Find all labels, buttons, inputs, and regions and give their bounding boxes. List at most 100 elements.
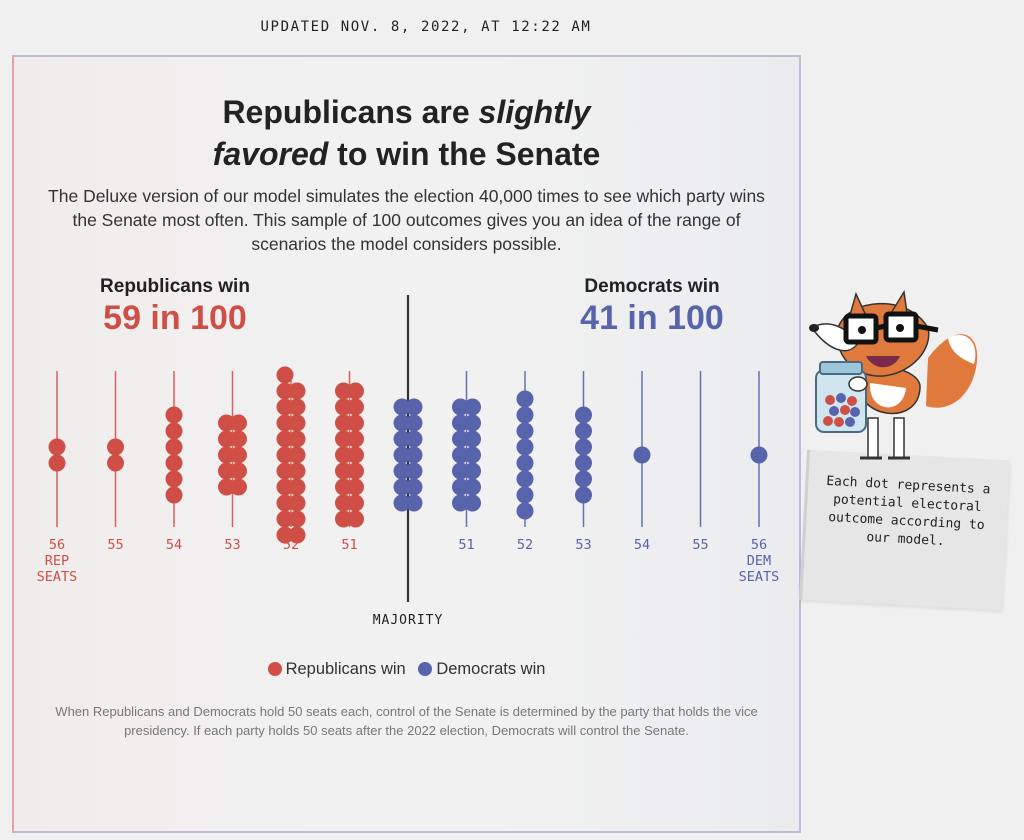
outcome-dot: [276, 430, 294, 448]
outcome-dot: [393, 446, 411, 464]
outcome-dot: [165, 454, 183, 472]
forecast-card: Republicans are slightly favored to win …: [12, 55, 801, 833]
outcome-dot: [288, 382, 306, 400]
outcome-dot: [452, 462, 469, 480]
outcome-dot: [516, 438, 534, 456]
outcome-dot: [516, 422, 534, 440]
outcome-dot: [405, 430, 423, 448]
outcome-dot: [288, 398, 306, 416]
outcome-dot: [335, 382, 352, 400]
sticky-note: Each dot represents a potential electora…: [799, 449, 1010, 611]
tick-sublabel-dem: DEM: [747, 553, 771, 569]
outcome-dot: [288, 478, 306, 496]
outcome-dot: [464, 478, 481, 496]
dem-win-label: Democrats win: [584, 276, 720, 297]
outcome-dot: [276, 398, 294, 416]
outcome-dot: [575, 422, 592, 440]
title-italic-2: favored: [212, 136, 329, 172]
outcome-dot: [464, 446, 481, 464]
outcome-dot: [464, 398, 481, 416]
outcome-dot: [218, 462, 235, 480]
outcome-dot: [288, 510, 306, 528]
outcome-dot: [276, 382, 294, 400]
description: The Deluxe version of our model simulate…: [48, 186, 765, 254]
outcome-dot: [393, 414, 411, 432]
outcome-dot: [452, 414, 469, 432]
outcome-dot: [335, 398, 352, 416]
outcome-dot: [165, 486, 183, 504]
outcome-dot: [276, 414, 294, 432]
outcome-dot: [750, 446, 768, 464]
outcome-dot: [288, 414, 306, 432]
outcome-dot: [405, 462, 423, 480]
outcome-dot: [516, 502, 534, 520]
outcome-dot: [218, 414, 235, 432]
tick-label-rep-53: 53: [224, 537, 240, 553]
outcome-dot: [347, 430, 364, 448]
outcome-dot: [405, 446, 423, 464]
outcome-dot: [276, 478, 294, 496]
outcome-dot: [464, 414, 481, 432]
tick-sublabel-rep: SEATS: [37, 569, 78, 585]
outcome-dot: [335, 510, 352, 528]
outcome-dot: [393, 398, 411, 416]
legend-label-dem: Democrats win: [436, 660, 546, 678]
footnote: When Republicans and Democrats hold 50 s…: [55, 704, 758, 738]
legend-item-dem: Democrats win: [418, 660, 545, 679]
outcome-dot: [347, 398, 364, 416]
tick-sublabel-rep: REP: [45, 553, 69, 569]
outcome-dot: [276, 494, 294, 512]
tick-label-dem-51: 51: [458, 537, 474, 553]
outcome-dot: [218, 446, 235, 464]
outcome-dot: [464, 462, 481, 480]
outcome-dot: [276, 526, 294, 544]
outcome-dot: [347, 446, 364, 464]
outcome-dot: [405, 494, 423, 512]
title-italic-1: slightly: [478, 94, 591, 130]
outcome-dot: [230, 478, 247, 496]
outcome-dot: [575, 486, 592, 504]
outcome-dot: [288, 526, 306, 544]
outcome-dot: [335, 478, 352, 496]
title-part-1: Republicans are: [222, 94, 479, 130]
outcome-dot: [464, 494, 481, 512]
fox-mascot-icon: [809, 289, 978, 460]
outcome-dot: [230, 462, 247, 480]
outcome-dot: [347, 382, 364, 400]
majority-label: MAJORITY: [373, 613, 444, 628]
outcome-dot: [452, 478, 469, 496]
outcome-dot: [335, 430, 352, 448]
tick-label-dem-53: 53: [575, 537, 591, 553]
legend: Republicans win Democrats win: [14, 660, 799, 679]
outcome-dot: [347, 494, 364, 512]
outcome-dot: [288, 430, 306, 448]
tick-label-rep-55: 55: [107, 537, 123, 553]
outcome-dot: [288, 494, 306, 512]
page-title: Republicans are slightly favored to win …: [14, 91, 799, 175]
outcome-dot: [347, 462, 364, 480]
outcome-dot: [452, 430, 469, 448]
outcome-dot: [335, 414, 352, 432]
outcome-dot: [347, 478, 364, 496]
outcome-dot: [405, 398, 423, 416]
outcome-dot: [393, 494, 411, 512]
outcome-dot: [276, 510, 294, 528]
updated-timestamp: UPDATED NOV. 8, 2022, AT 12:22 AM: [260, 19, 592, 35]
outcome-dot: [276, 462, 294, 480]
outcome-dot: [230, 414, 247, 432]
outcome-dot: [288, 462, 306, 480]
outcome-dot: [516, 406, 534, 424]
outcome-dot: [288, 446, 306, 464]
tick-label-rep-56: 56: [49, 537, 65, 553]
outcome-dot: [452, 446, 469, 464]
outcome-dot: [107, 438, 124, 456]
tick-label-dem-52: 52: [517, 537, 533, 553]
dem-win-value: 41 in 100: [580, 299, 724, 337]
outcome-dot: [516, 390, 534, 408]
outcome-dot: [393, 430, 411, 448]
outcome-dot: [230, 430, 247, 448]
outcome-dot: [107, 454, 124, 472]
rep-win-label: Republicans win: [100, 276, 250, 297]
outcome-dot: [230, 446, 247, 464]
tick-label-dem-55: 55: [692, 537, 708, 553]
